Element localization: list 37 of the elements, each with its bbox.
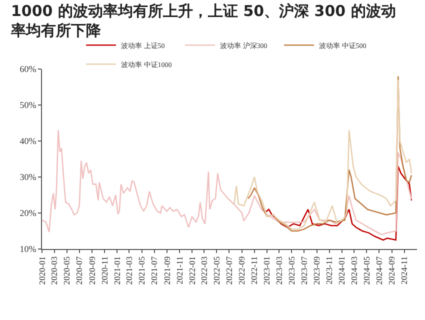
x-tick-label: 2023-03: [274, 256, 284, 285]
x-tick-label: 2020-07: [74, 256, 84, 285]
y-tick-label: 50%: [20, 100, 37, 110]
y-tick-label: 60%: [20, 64, 37, 74]
x-tick-label: 2020-11: [99, 256, 110, 284]
x-tick-label: 2022-07: [224, 256, 234, 285]
x-tick-label: 2021-01: [112, 256, 122, 285]
y-tick-label: 30%: [20, 172, 37, 182]
x-tick-label: 2024-03: [348, 256, 359, 285]
x-tick-label: 2021-05: [136, 256, 147, 285]
x-tick-label: 2022-11: [249, 256, 260, 284]
x-tick-label: 2022-09: [236, 256, 247, 285]
x-tick-label: 2020-05: [62, 256, 72, 285]
x-tick-label: 2022-03: [198, 256, 209, 285]
x-tick-label: 2024-05: [361, 256, 372, 285]
x-tick-label: 2024-07: [374, 256, 384, 285]
x-tick-label: 2024-11: [399, 256, 410, 284]
x-tick-label: 2021-11: [174, 256, 184, 284]
x-tick-label: 2020-01: [36, 256, 47, 285]
x-tick-label: 2020-03: [49, 256, 60, 285]
x-tick-label: 2022-01: [186, 256, 197, 285]
x-tick-label: 2023-05: [286, 256, 296, 285]
x-tick-label: 2022-05: [211, 256, 222, 285]
x-tick-label: 2021-07: [149, 256, 160, 285]
x-tick-label: 2023-11: [324, 256, 334, 284]
x-tick-label: 2023-01: [262, 256, 272, 285]
x-tick-label: 2023-07: [298, 256, 309, 285]
x-tick-label: 2021-03: [124, 256, 134, 285]
y-tick-label: 40%: [20, 136, 37, 146]
x-tick-label: 2024-09: [386, 256, 397, 285]
y-tick-label: 10%: [20, 244, 37, 254]
x-tick-label: 2023-09: [312, 256, 322, 285]
x-tick-label: 2021-09: [162, 256, 172, 285]
x-tick-label: 2024-01: [336, 256, 347, 285]
x-tick-label: 2020-09: [86, 256, 97, 285]
chart-title: 1000 的波动率均有所上升，上证 50、沪深 300 的波动率均有所下降: [10, 2, 396, 40]
y-tick-label: 20%: [20, 208, 37, 218]
